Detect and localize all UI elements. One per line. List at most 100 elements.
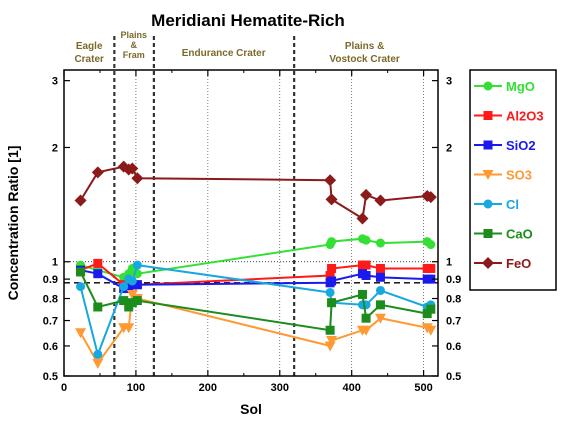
series-so3 [75,289,437,369]
series-cao [76,267,436,335]
data-point [74,194,87,207]
data-point [127,298,137,308]
data-point [483,111,493,120]
legend-item: CaO [474,227,533,242]
y-tick-label-right: 1 [446,257,452,269]
data-point [325,193,338,206]
x-tick-label: 500 [414,382,432,394]
y-tick-label-right: 3 [446,76,452,88]
legend-label: CaO [506,227,533,242]
data-point [119,296,129,306]
series-layer [74,160,437,369]
data-point [375,272,385,282]
y-tick-label-left: 0.7 [43,316,58,328]
data-point [119,282,129,292]
data-point [483,229,493,238]
data-point [426,263,436,273]
data-point [126,289,138,300]
y-tick-label-right: 0.7 [446,316,461,328]
data-point [374,194,387,207]
data-point [327,263,337,273]
y-tick-label-left: 0.5 [43,371,58,383]
data-point [325,270,335,280]
region-label: Plains & Vostock Crater [329,41,400,65]
data-point [91,166,104,179]
data-point [424,191,437,204]
legend-item: FeO [474,256,531,271]
data-point [126,162,139,175]
series-feo [74,160,437,225]
data-point [483,199,493,209]
legend-label: FeO [506,256,531,271]
data-point [426,240,436,250]
data-point [483,140,493,150]
y-axis-title: Concentration Ratio [1] [5,146,21,301]
data-point [131,172,144,185]
data-point [325,287,335,297]
data-point [425,325,437,336]
y-tick-label-left: 2 [52,142,58,154]
data-point [361,235,371,245]
data-point [375,263,385,273]
x-tick-label: 100 [127,382,145,394]
legend-box [469,69,557,291]
data-point [132,296,142,306]
data-point [93,258,103,268]
legend-item: Al2O3 [474,109,544,124]
data-point [127,276,137,286]
data-point [327,237,337,247]
data-point [123,323,135,334]
legend-item: SO3 [474,168,532,183]
legend-item: SiO2 [474,138,536,153]
y-tick-label-right: 0.6 [446,341,461,353]
data-point [324,174,337,187]
y-tick-label-left: 0.9 [43,274,58,286]
region-label: Plains & Fram [121,30,148,60]
data-point [374,313,386,324]
data-point [361,313,371,323]
series-line [79,165,432,221]
y-tick-label-left: 3 [52,76,58,88]
data-point [483,81,493,91]
data-point [361,260,371,270]
data-point [327,298,337,308]
data-point [325,325,335,335]
legend-label: SO3 [506,168,532,183]
data-point [76,267,86,277]
y-tick-label-right: 0.8 [446,294,461,306]
y-tick-label-right: 0.5 [446,371,461,383]
data-point [93,349,103,359]
data-point [93,302,103,312]
x-tick-label: 0 [61,382,67,394]
legend-label: Al2O3 [506,109,544,124]
data-point [76,282,86,292]
data-point [482,170,494,180]
region-labels: Eagle Crater Plains & Fram Endurance Crater Pl… [74,30,400,65]
y-tick-label-right: 2 [446,142,452,154]
data-point [356,212,369,225]
legend: MgO Al2O3 SiO2 SO3 Cl CaO FeO [474,79,544,271]
legend-label: Cl [506,197,519,212]
data-point [132,260,142,270]
data-point [375,300,385,310]
legend-item: MgO [474,79,535,94]
data-point [132,280,142,290]
data-point [426,274,436,284]
legend-label: MgO [506,79,535,94]
x-axis-title: Sol [240,401,262,417]
data-point [375,238,385,248]
data-point [426,304,436,314]
data-point [360,188,373,201]
data-point [93,269,103,279]
chart-title: Meridiani Hematite-Rich [151,11,345,30]
data-point [324,341,336,352]
data-point [75,328,87,339]
data-point [92,358,104,369]
data-point [375,285,385,295]
data-point [327,276,337,286]
plot-frame [63,69,439,377]
y-tick-label-left: 0.6 [43,341,58,353]
data-point [361,270,371,280]
axes: 0 100 200 300 400 500 0.5 0.5 0.6 0.6 0.7 0.7 0.8 0.8… [43,70,461,394]
